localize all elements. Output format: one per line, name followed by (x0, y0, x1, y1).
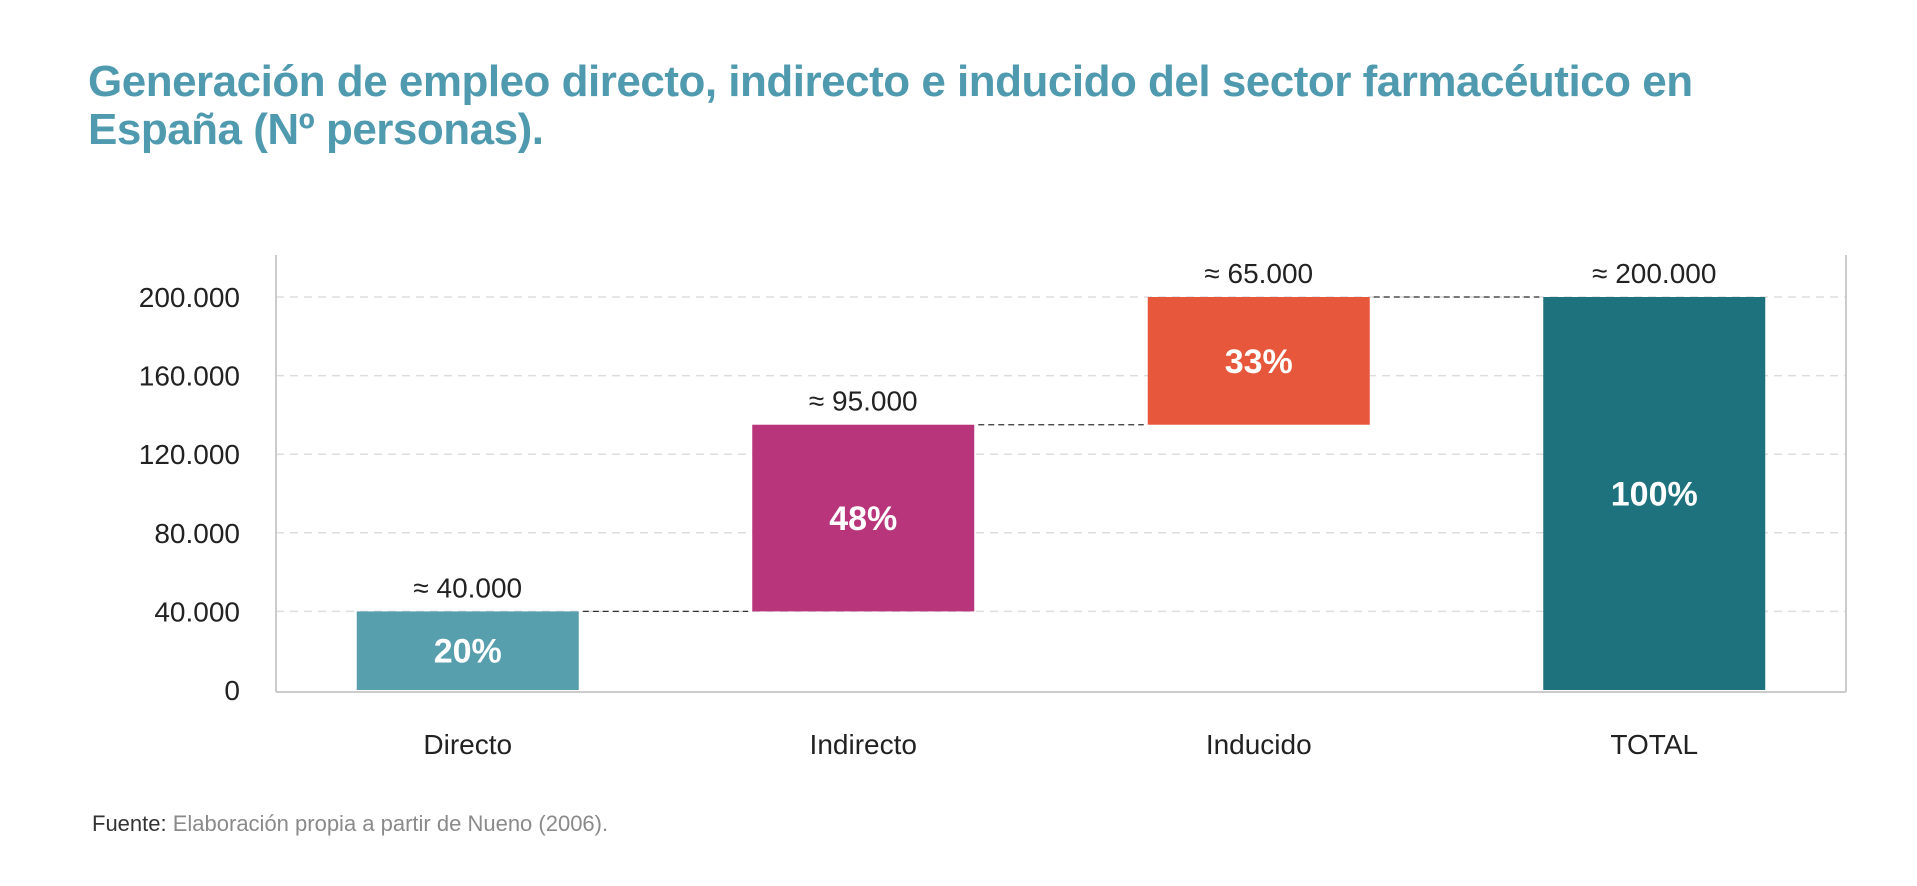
chart-title: Generación de empleo directo, indirecto … (88, 57, 1693, 154)
y-tick-label: 0 (224, 675, 240, 706)
bar-percent-label: 33% (1225, 343, 1293, 381)
bar-percent-label: 20% (434, 633, 502, 671)
chart-frame (275, 255, 1847, 693)
source-text: Elaboración propia a partir de Nueno (20… (166, 811, 609, 836)
x-tick-label: Inducido (1206, 729, 1312, 760)
y-tick-label: 40.000 (154, 596, 240, 627)
x-tick-label: Indirecto (810, 729, 917, 760)
x-tick-label: Directo (423, 729, 512, 760)
bar-value-label: ≈ 65.000 (1204, 258, 1313, 289)
connector-lines (582, 296, 1540, 613)
y-tick-label: 80.000 (154, 518, 240, 549)
y-axis-ticks: 0 40.000 80.000 120.000 160.000 200.000 (139, 282, 240, 706)
bars (356, 297, 1766, 690)
x-axis-ticks: Directo Indirecto Inducido TOTAL (423, 729, 1698, 760)
bar-indirecto (752, 424, 975, 612)
bar-value-label: ≈ 95.000 (809, 386, 918, 417)
bar-percent-label: 100% (1611, 476, 1698, 514)
bar-percent-label: 48% (829, 500, 897, 538)
data-labels: 20% ≈ 40.000 48% ≈ 95.000 33% ≈ 65.000 100% ≈ 2… (413, 258, 1716, 671)
bar-inducido (1147, 297, 1370, 425)
y-tick-label: 120.000 (139, 439, 240, 470)
bar-value-label: ≈ 200.000 (1592, 258, 1716, 289)
bar-directo (356, 611, 579, 690)
y-tick-label: 200.000 (139, 282, 240, 313)
bar-total (1543, 297, 1766, 690)
bar-value-label: ≈ 40.000 (413, 572, 522, 603)
x-tick-label: TOTAL (1610, 729, 1698, 760)
y-tick-label: 160.000 (139, 361, 240, 392)
source-note: Fuente: Elaboración propia a partir de N… (92, 811, 608, 837)
source-label: Fuente: (92, 811, 167, 836)
